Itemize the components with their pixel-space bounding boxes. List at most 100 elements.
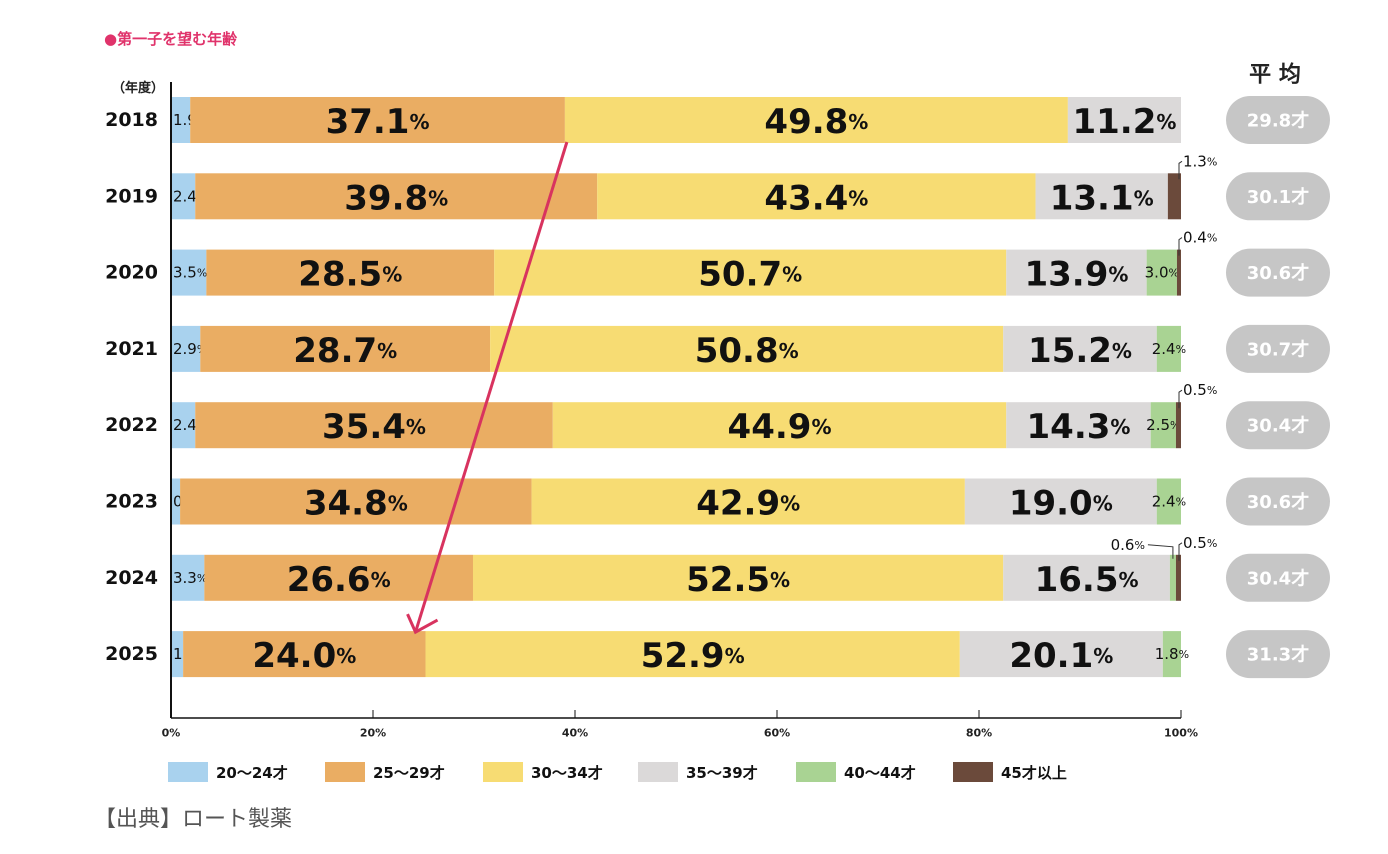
x-tick-label: 80% <box>966 727 992 740</box>
data-label: 28.5% <box>298 255 402 295</box>
bar-segment <box>190 97 565 143</box>
callout-line <box>1178 542 1183 561</box>
data-label: 0.5% <box>1183 534 1217 552</box>
year-label: 2018 <box>105 109 158 131</box>
data-label: 43.4% <box>764 178 868 218</box>
trend-arrow <box>414 141 569 633</box>
legend-label: 20〜24才 <box>216 764 288 782</box>
average-value: 30.6才 <box>1247 491 1309 513</box>
bar-segment <box>206 249 495 296</box>
data-label: 2.5% <box>1146 416 1180 434</box>
bar-segment <box>180 478 532 525</box>
average-value: 31.3才 <box>1247 644 1309 666</box>
data-label: 34.8% <box>304 484 408 524</box>
data-label: 50.7% <box>698 255 802 295</box>
data-label: 49.8% <box>764 102 868 142</box>
bar-segment <box>1006 402 1151 449</box>
data-label: 3.0% <box>1145 264 1179 282</box>
bar-segment <box>531 478 965 525</box>
legend-label: 45才以上 <box>1001 764 1067 782</box>
data-label: 35.4% <box>322 407 426 447</box>
data-label: 2.4% <box>1152 493 1186 511</box>
bar-segment <box>1003 325 1157 372</box>
bar-segment <box>1146 249 1177 296</box>
bar-segment <box>959 631 1163 678</box>
data-label: 20.1% <box>1009 636 1113 676</box>
bar-segment <box>171 173 196 220</box>
data-label: 50.8% <box>695 331 799 371</box>
average-value: 30.1才 <box>1247 186 1309 208</box>
year-label: 2019 <box>105 185 158 207</box>
average-badge <box>1226 553 1330 602</box>
data-label: 13.1% <box>1050 178 1154 218</box>
x-tick-label: 60% <box>764 727 790 740</box>
data-label: 1.3% <box>1183 152 1217 170</box>
legend-label: 30〜34才 <box>531 764 603 782</box>
legend-swatch <box>483 762 523 782</box>
average-badge <box>1226 401 1330 450</box>
data-label: 39.8% <box>344 178 448 218</box>
trend-arrowhead <box>406 613 439 635</box>
bar-segment <box>597 173 1036 220</box>
x-tick-label: 20% <box>360 727 386 740</box>
average-badge <box>1226 248 1330 297</box>
bar-segment <box>1156 325 1181 372</box>
data-label: 15.2% <box>1028 331 1132 371</box>
bar-segment <box>490 325 1004 372</box>
data-label: 19.0% <box>1009 484 1113 524</box>
bar-segment <box>1175 402 1181 449</box>
year-header: （年度） <box>112 80 164 96</box>
legend-label: 25〜29才 <box>373 764 445 782</box>
data-label: 3.3% <box>173 569 207 587</box>
bar-segment <box>171 325 201 372</box>
average-value: 30.4才 <box>1247 567 1309 589</box>
data-label: 3.5% <box>173 264 207 282</box>
bar-segment <box>1006 249 1147 296</box>
data-label: 42.9% <box>696 484 800 524</box>
year-label: 2022 <box>105 414 158 436</box>
average-badge <box>1226 172 1330 221</box>
legend-swatch <box>796 762 836 782</box>
legend-swatch <box>638 762 678 782</box>
legend-swatch <box>953 762 993 782</box>
callout-line <box>1178 389 1183 409</box>
average-badge <box>1226 630 1330 679</box>
data-label: 0.5% <box>1183 381 1217 399</box>
bar-segment <box>195 402 553 449</box>
data-label: 24.0% <box>252 636 356 676</box>
average-badge <box>1226 477 1330 526</box>
callout-line <box>1147 544 1174 559</box>
bar-segment <box>171 402 196 449</box>
average-value: 29.8才 <box>1247 110 1309 132</box>
bar-segment <box>1003 554 1170 601</box>
data-label: 44.9% <box>728 407 832 447</box>
source-note: 【出典】ロート製薬 <box>94 807 293 832</box>
data-label: 2.4% <box>1152 340 1186 358</box>
x-tick-label: 0% <box>162 727 181 740</box>
bar-segment <box>1156 478 1181 525</box>
bar-segment <box>1067 97 1181 143</box>
data-label: 52.9% <box>641 636 745 676</box>
data-label: 26.6% <box>287 560 391 600</box>
data-label: 0.4% <box>1183 229 1217 247</box>
bar-segment <box>1162 631 1181 678</box>
average-badge <box>1226 96 1330 144</box>
data-label: 28.7% <box>293 331 397 371</box>
bar-segment <box>1176 249 1181 296</box>
bar-segment <box>1035 173 1168 220</box>
data-label: 16.5% <box>1035 560 1139 600</box>
bar-segment <box>425 631 960 678</box>
bar-segment <box>1169 554 1176 601</box>
bar-segment <box>171 249 207 296</box>
bar-segment <box>964 478 1157 525</box>
year-label: 2024 <box>105 567 158 589</box>
legend-swatch <box>325 762 365 782</box>
year-label: 2023 <box>105 491 158 513</box>
average-value: 30.6才 <box>1247 262 1309 284</box>
bar-segment <box>171 554 205 601</box>
bar-segment <box>1167 173 1181 220</box>
bar-segment <box>494 249 1007 296</box>
bar-segment <box>1175 554 1181 601</box>
data-label: 14.3% <box>1027 407 1131 447</box>
